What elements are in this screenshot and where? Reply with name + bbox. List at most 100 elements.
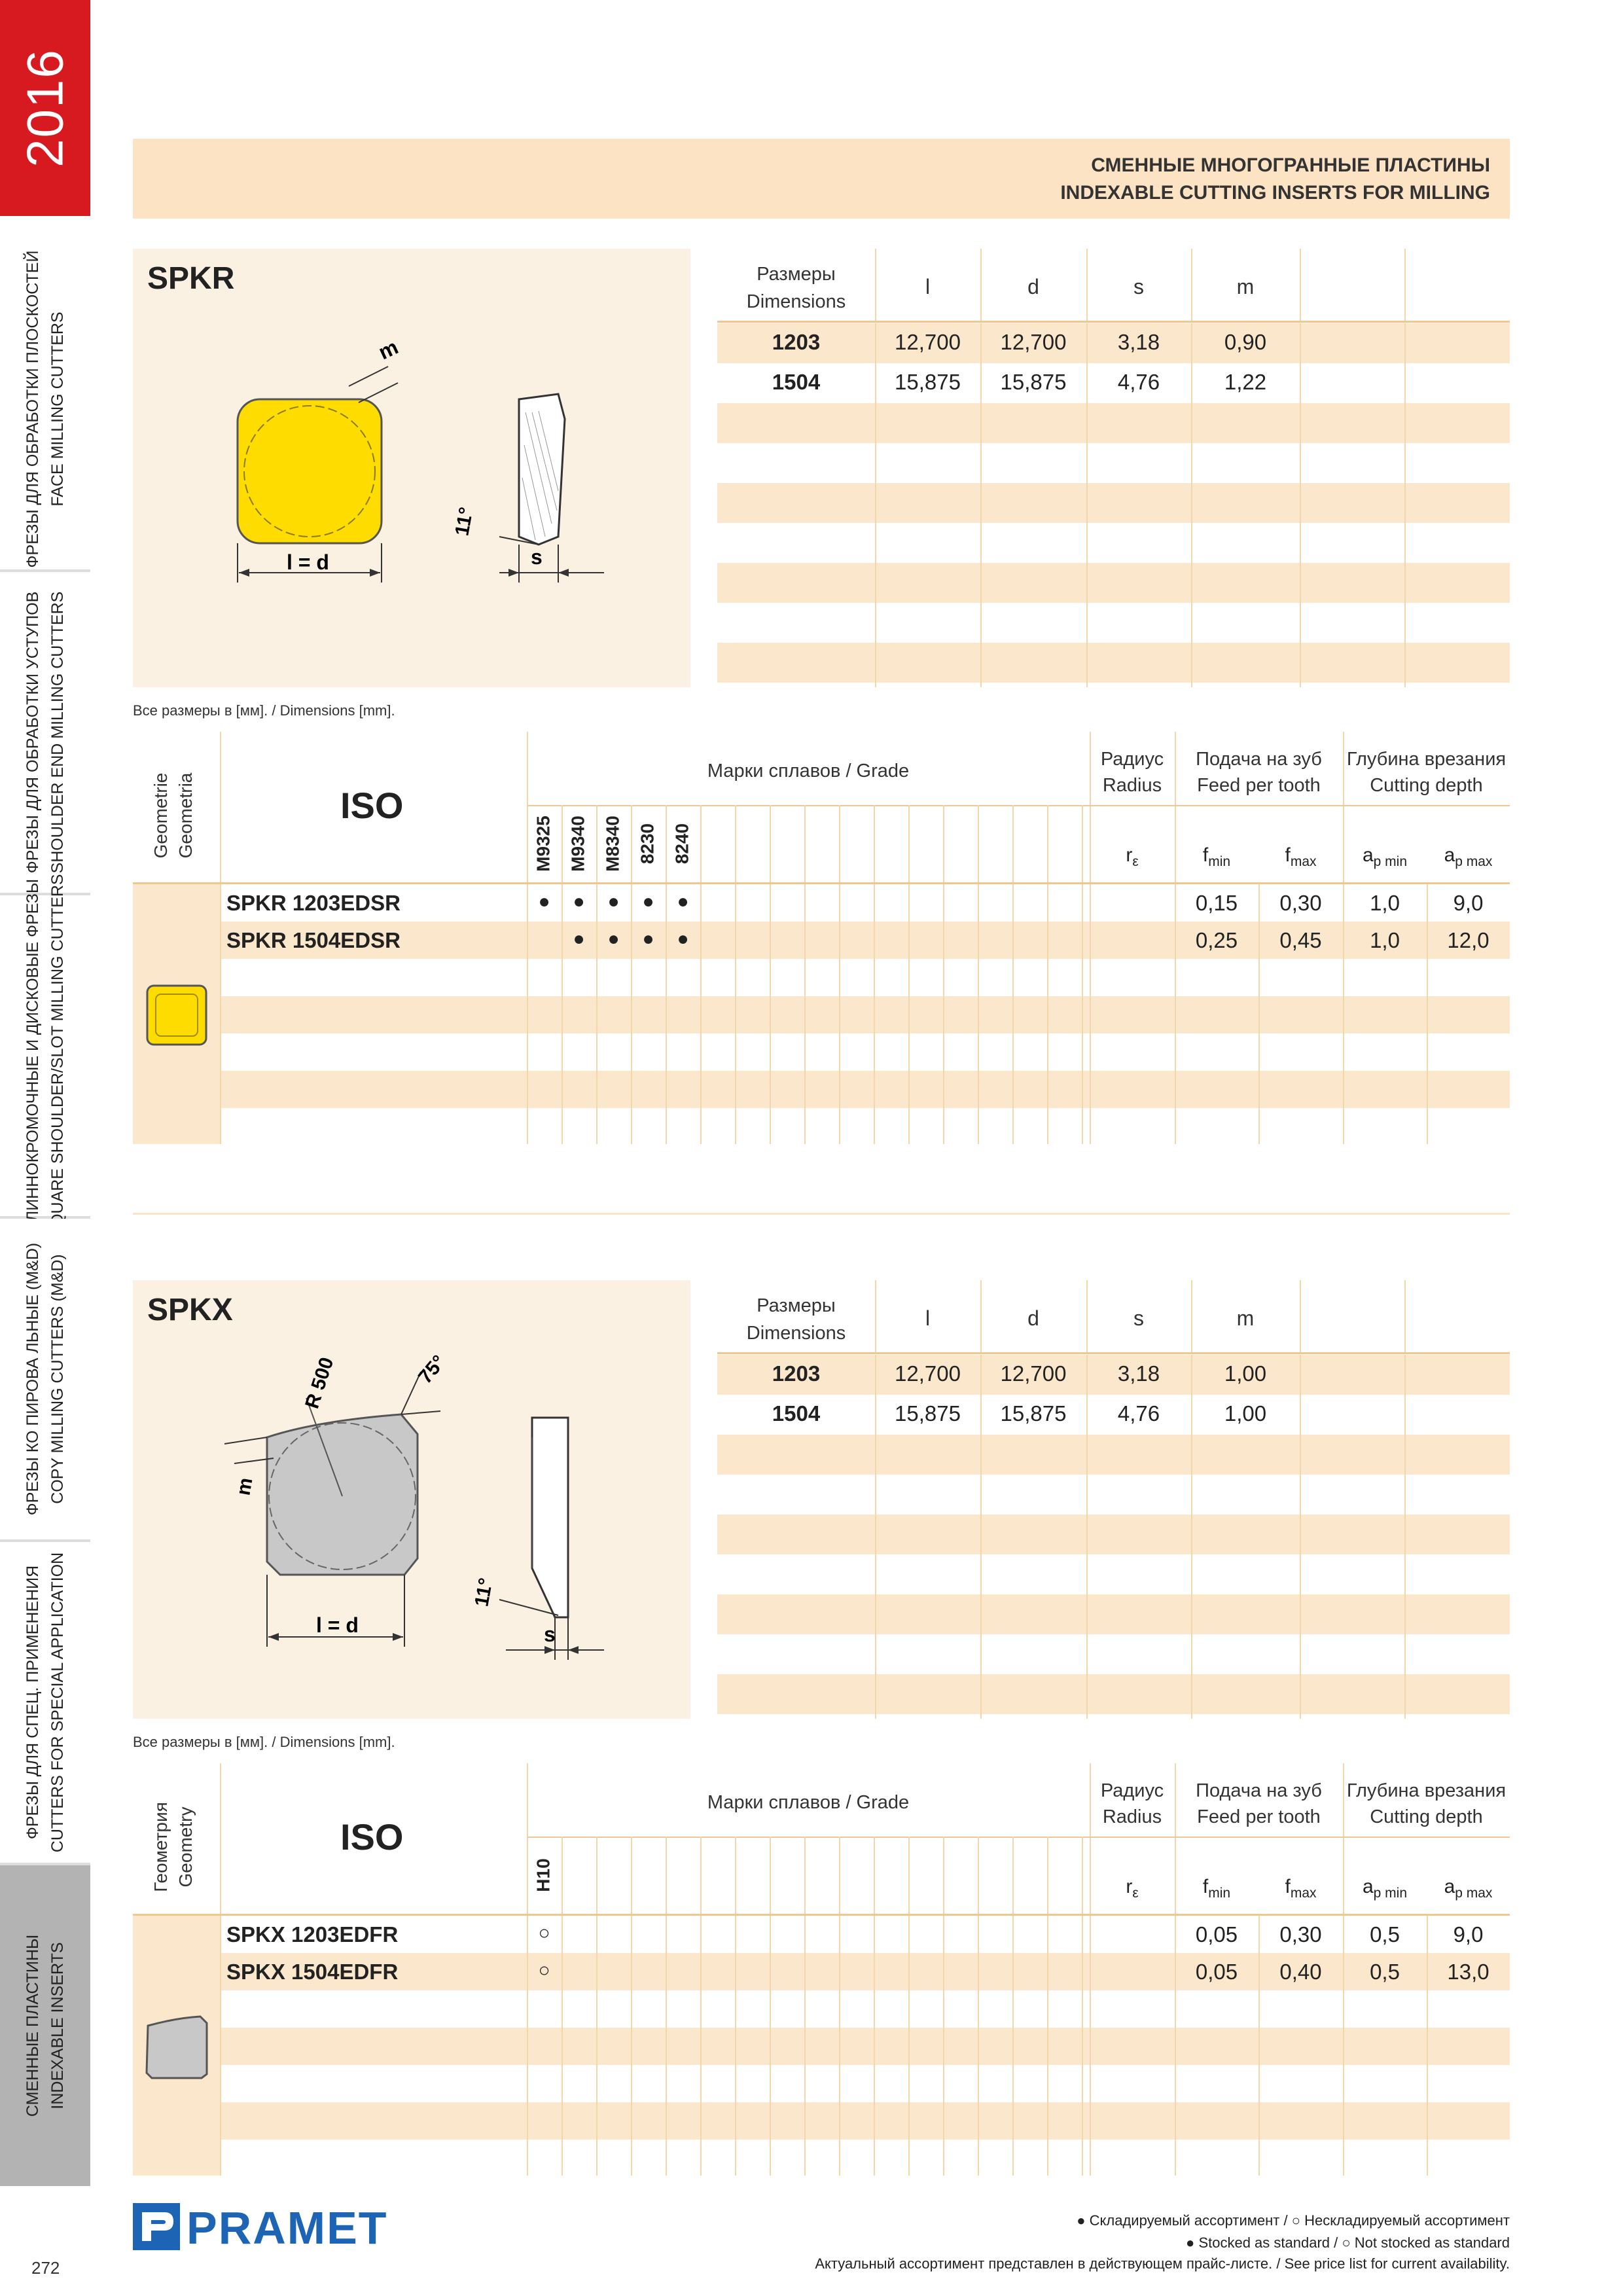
apmin-value: 1,0	[1370, 891, 1400, 915]
grade-col-divider	[804, 1837, 806, 1914]
depth-header: Глубина врезания Cutting depth	[1343, 746, 1510, 798]
stock-mark: ●	[642, 928, 654, 950]
sidebar-tab-copy-milling[interactable]: ФРЕЗЫ КО ПИРОВА ЛЬНЫЕ (M&D) COPY MILLING …	[0, 1219, 90, 1542]
dim-col-m: m	[1236, 1306, 1255, 1330]
grade-name: H10	[533, 1858, 554, 1892]
sym-a: a	[1362, 844, 1374, 866]
symbol-fmin: fmin	[1175, 1876, 1258, 1901]
grade-col-divider	[908, 884, 910, 1144]
grade-col-divider	[631, 805, 632, 882]
apmax-value: 9,0	[1453, 1922, 1484, 1946]
sidebar-tab-face-milling[interactable]: ФРЕЗЫ ДЛЯ ОБРАБОТКИ ПЛОСКОСТЕЙ FACE MILLI…	[0, 249, 90, 572]
part-number[interactable]: SPKR 1504EDSR	[226, 928, 401, 952]
dim-value-m: 1,00	[1224, 1361, 1267, 1386]
grade-col-divider	[943, 884, 944, 1144]
grade-col-divider	[1012, 1837, 1014, 1914]
depth-ru: Глубина врезания	[1346, 749, 1507, 770]
part-number[interactable]: SPKR 1203EDSR	[226, 891, 401, 915]
grade-col-divider	[804, 1916, 806, 2176]
grade-col-divider	[631, 884, 632, 1144]
grade-col-divider	[1082, 805, 1083, 882]
feed-ru: Подача на зуб	[1196, 1780, 1322, 1801]
dim-header-en: Dimensions	[746, 1323, 846, 1344]
sym-f: f	[1285, 844, 1291, 866]
sym-apmin-sub: p min	[1373, 1886, 1408, 1901]
grade-row-band	[220, 959, 1510, 996]
grade-col-divider	[562, 884, 563, 1144]
part-number[interactable]: SPKX 1504EDFR	[226, 1960, 399, 1984]
dim-value-d: 12,700	[1000, 330, 1067, 354]
label-s: s	[544, 1623, 556, 1646]
grade-col-divider	[1082, 884, 1083, 1144]
dim-value-s: 4,76	[1117, 370, 1160, 394]
pramet-logo: PRAMET	[133, 2200, 401, 2256]
dim-col-d: d	[1027, 1306, 1039, 1330]
sidebar-tab-slot-milling[interactable]: ДЛИННОКРОМОЧНЫЕ И ДИСКОВЫЕ ФРЕЗЫ SQUARE S…	[0, 874, 90, 1238]
label-m: m	[375, 335, 402, 365]
grade-col-divider	[596, 1837, 597, 1914]
sidebar-tab-shoulder-milling[interactable]: ФРЕЗЫ ДЛЯ ОБРАБОТКИ УСТУПОВ SHOULDER END …	[0, 572, 90, 895]
sidebar-tab-inserts[interactable]: СМЕННЫЕ ПЛАСТИНЫ INDEXABLE INSERTS	[0, 1865, 90, 2186]
dim-col-l: l	[925, 275, 931, 298]
fmax-value: 0,45	[1279, 928, 1322, 952]
part-number[interactable]: SPKX 1203EDFR	[226, 1922, 399, 1946]
grade-col-divider	[1012, 805, 1014, 882]
dim-header-en: Dimensions	[746, 291, 846, 312]
geometry-label-2: Geometria	[175, 772, 196, 859]
grade-col-divider	[839, 805, 840, 882]
dim-col-divider	[1086, 1280, 1088, 1352]
grade-col-divider	[1258, 884, 1260, 1144]
depth-header: Глубина врезания Cutting depth	[1343, 1778, 1510, 1830]
fmin-value: 0,25	[1195, 928, 1238, 952]
label-m: m	[232, 1476, 257, 1497]
sym-r-sub: ε	[1132, 854, 1139, 869]
radius-header: Радиус Radius	[1090, 746, 1175, 798]
dim-row-band	[717, 1594, 1510, 1634]
dim-value-l: 12,700	[895, 330, 961, 354]
grade-col-divider	[1090, 1916, 1091, 2176]
grade-row-band	[220, 1033, 1510, 1071]
symbol-fmax: fmax	[1258, 844, 1343, 870]
label-r: R 500	[301, 1355, 338, 1411]
sym-a: a	[1362, 1876, 1374, 1897]
dim-col-divider	[1404, 323, 1406, 687]
grade-col-divider	[220, 1916, 221, 2176]
grade-row-band	[220, 2140, 1510, 2177]
grade-col-divider	[839, 884, 840, 1144]
grade-row-band	[220, 1990, 1510, 2028]
sym-fmin-sub: min	[1208, 1886, 1231, 1901]
grade-col-divider	[562, 1916, 563, 2176]
stock-mark: ●	[538, 891, 550, 912]
dim-value-d: 15,875	[1000, 370, 1067, 394]
grade-col-divider	[666, 805, 667, 882]
grade-col-divider	[1343, 1916, 1344, 2176]
dim-col-divider	[1086, 323, 1088, 687]
fmax-value: 0,40	[1279, 1960, 1322, 1984]
geometry-label-1: Геометрия	[151, 1802, 171, 1892]
feed-header: Подача на зуб Feed per tooth	[1175, 746, 1343, 798]
depth-ru: Глубина врезания	[1346, 1780, 1507, 1801]
grade-name: 8230	[637, 823, 658, 865]
grade-col-divider	[596, 884, 597, 1144]
grade-col-divider	[1427, 1916, 1428, 2176]
stock-mark: ●	[607, 928, 620, 950]
fmin-value: 0,05	[1195, 1960, 1238, 1984]
grade-divider	[1175, 732, 1176, 882]
stock-mark: ●	[573, 891, 585, 912]
dim-row-band	[717, 323, 1510, 363]
apmin-value: 0,5	[1370, 1922, 1400, 1946]
insert-code: SPKR	[147, 261, 235, 296]
grade-col-divider	[631, 1837, 632, 1914]
grade-col-divider	[527, 884, 528, 1144]
grade-col-divider	[735, 805, 736, 882]
grade-divider	[1090, 1763, 1091, 1914]
sidebar-tab-special[interactable]: ФРЕЗЫ ДЛЯ СПЕЦ. ПРИМЕНЕНИЯ CUTTERS FOR SP…	[0, 1542, 90, 1865]
grade-col-divider	[978, 1837, 979, 1914]
dim-size: 1504	[772, 370, 821, 394]
radius-en: Radius	[1102, 775, 1162, 796]
grade-title: Марки сплавов / Grade	[707, 761, 910, 781]
grade-title: Марки сплавов / Grade	[707, 1792, 910, 1813]
label-ld: l = d	[316, 1613, 359, 1637]
sym-fmax-sub: max	[1290, 1886, 1317, 1901]
grade-col-divider	[562, 1837, 563, 1914]
